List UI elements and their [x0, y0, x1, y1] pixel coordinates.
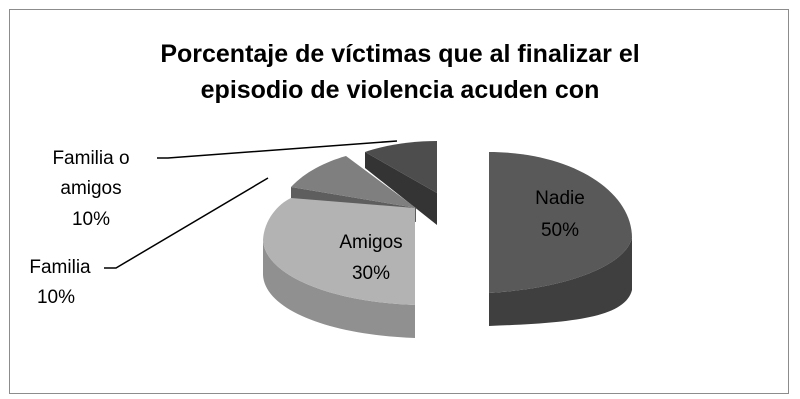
label-familia-name: Familia: [29, 257, 91, 278]
slice-familia-amigos-side: [365, 152, 437, 225]
chart-title-line-2: episodio de violencia acuden con: [200, 76, 600, 104]
label-familia-o-amigos-percent: 10%: [72, 209, 110, 230]
slice-familia: [291, 156, 416, 208]
slice-amigos-side: [263, 240, 415, 338]
chart-title-line-1: Porcentaje de víctimas que al finalizar …: [160, 40, 640, 68]
label-familia-o-amigos-line-1: Familia o: [52, 148, 129, 169]
chart-title: Porcentaje de víctimas que al finalizar …: [0, 36, 800, 108]
leader-line-familia-o-amigos: [157, 140, 398, 159]
label-amigos-percent: 30%: [352, 263, 390, 284]
label-familia-percent: 10%: [37, 287, 75, 308]
slice-nadie: [489, 152, 632, 293]
label-familia-o-amigos-line-2: amigos: [60, 178, 121, 199]
label-nadie-percent: 50%: [541, 220, 579, 241]
slice-familia-amigos: [365, 141, 437, 193]
label-nadie-name: Nadie: [535, 188, 585, 209]
slice-nadie-side: [489, 238, 632, 326]
label-amigos-name: Amigos: [339, 232, 402, 253]
leader-line-familia: [104, 177, 269, 269]
slice-amigos: [263, 198, 415, 305]
